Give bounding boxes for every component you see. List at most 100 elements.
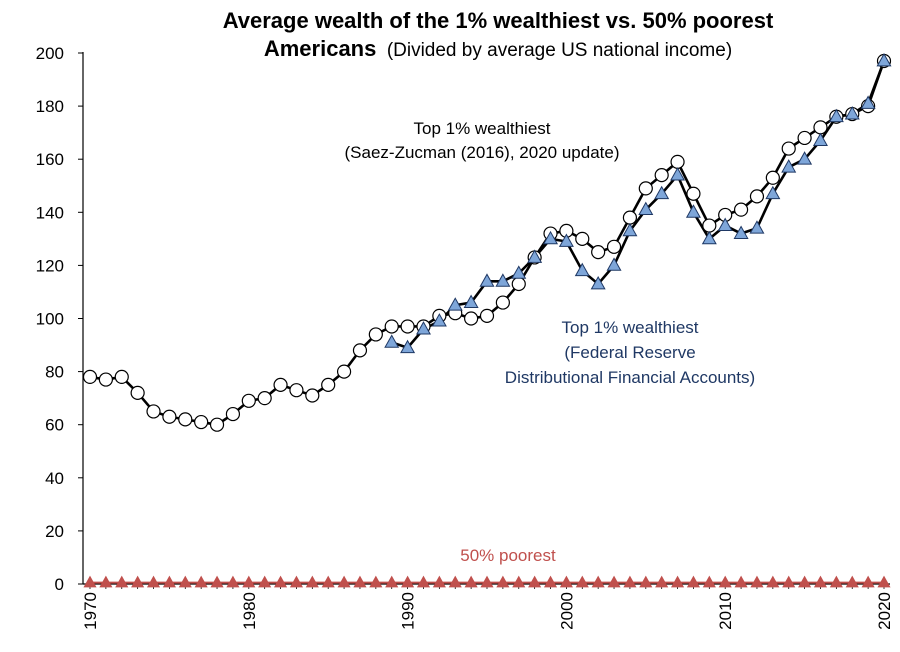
y-tick-label: 100 <box>36 310 64 329</box>
data-point-fed <box>384 334 400 348</box>
data-point-fed <box>543 230 559 245</box>
series-line-saez <box>89 60 886 427</box>
data-point-bottom50 <box>353 575 367 588</box>
data-point-saez <box>654 168 669 183</box>
data-point-bottom50 <box>385 575 399 588</box>
data-point-bottom50 <box>813 575 828 588</box>
data-point-bottom50 <box>83 575 97 588</box>
data-point-saez <box>162 409 177 424</box>
data-point-fed <box>860 95 876 109</box>
data-point-fed <box>828 108 844 123</box>
data-point-saez <box>670 154 685 169</box>
data-point-saez <box>305 388 320 403</box>
data-point-bottom50 <box>623 575 637 588</box>
x-axis: 1970 1980 1990 2000 2010 2020 <box>81 583 894 630</box>
data-point-fed <box>400 339 416 354</box>
data-point-bottom50 <box>258 575 272 588</box>
data-point-saez <box>495 295 510 310</box>
x-tick-label: 1970 <box>81 592 100 630</box>
data-point-bottom50 <box>464 575 478 588</box>
data-point-saez <box>797 130 812 146</box>
data-point-fed <box>844 106 860 120</box>
annotation-fed-line3: Distributional Financial Accounts) <box>505 368 755 387</box>
data-point-saez <box>511 276 526 292</box>
data-point-fed <box>622 222 638 237</box>
data-point-bottom50 <box>480 575 494 588</box>
y-tick-label: 60 <box>45 416 64 435</box>
data-point-bottom50 <box>543 575 558 588</box>
data-point-bottom50 <box>162 575 176 588</box>
data-point-bottom50 <box>321 575 335 588</box>
data-point-bottom50 <box>146 575 161 588</box>
y-tick-label: 160 <box>36 150 64 169</box>
data-point-bottom50 <box>369 575 383 588</box>
data-point-bottom50 <box>798 575 812 588</box>
data-point-bottom50 <box>607 575 621 588</box>
data-point-bottom50 <box>178 575 192 588</box>
data-point-saez <box>765 170 780 185</box>
data-point-bottom50 <box>416 575 431 588</box>
data-point-bottom50 <box>99 575 113 588</box>
data-point-saez <box>479 308 495 323</box>
data-point-bottom50 <box>226 575 240 588</box>
data-point-saez <box>98 372 113 387</box>
data-point-saez <box>178 412 193 427</box>
data-point-bottom50 <box>242 575 256 588</box>
data-point-saez <box>606 239 622 254</box>
y-tick-labels: 0 20 40 60 80 100 120 140 160 180 200 <box>36 44 83 594</box>
data-point-fed <box>670 167 686 181</box>
data-point-bottom50 <box>655 575 669 588</box>
data-point-bottom50 <box>131 575 145 588</box>
data-point-saez <box>114 369 129 385</box>
data-point-bottom50 <box>702 575 716 588</box>
data-point-bottom50 <box>305 575 319 588</box>
y-tick-label: 200 <box>36 44 64 63</box>
data-point-fed <box>527 249 543 263</box>
data-point-fed <box>749 220 765 234</box>
y-tick-label: 20 <box>45 522 64 541</box>
x-tick-label: 2010 <box>716 592 735 630</box>
data-point-saez <box>289 383 304 398</box>
data-point-bottom50 <box>671 575 685 588</box>
data-point-bottom50 <box>766 575 780 588</box>
data-point-bottom50 <box>496 575 510 588</box>
data-point-saez <box>702 218 717 233</box>
data-point-bottom50 <box>829 575 843 588</box>
data-point-bottom50 <box>559 575 573 588</box>
data-point-saez <box>575 231 590 246</box>
data-point-bottom50 <box>718 575 732 588</box>
data-point-fed <box>876 52 892 67</box>
data-point-bottom50 <box>115 575 129 588</box>
series-markers <box>82 52 892 588</box>
x-tick-labels: 1970 1980 1990 2000 2010 2020 <box>81 584 894 630</box>
data-point-bottom50 <box>401 575 415 588</box>
chart-title-line1: Average wealth of the 1% wealthiest vs. … <box>223 8 774 33</box>
data-point-bottom50 <box>861 575 875 588</box>
data-point-saez <box>336 364 352 379</box>
data-point-fed <box>590 275 606 290</box>
annotation-saez-line1: Top 1% wealthiest <box>413 119 550 138</box>
data-point-bottom50 <box>782 575 796 588</box>
data-point-bottom50 <box>512 575 526 588</box>
y-tick-label: 120 <box>36 256 64 275</box>
y-tick-label: 180 <box>36 97 64 116</box>
data-point-bottom50 <box>448 575 462 588</box>
data-point-bottom50 <box>210 575 224 588</box>
data-point-saez <box>130 385 145 400</box>
data-point-fed <box>431 313 447 327</box>
data-point-saez <box>194 414 209 430</box>
data-point-saez <box>257 391 272 406</box>
data-point-bottom50 <box>274 575 288 588</box>
data-point-saez <box>813 120 828 135</box>
annotation-saez-line2: (Saez-Zucman (2016), 2020 update) <box>345 143 620 162</box>
data-point-bottom50 <box>575 575 589 588</box>
data-point-bottom50 <box>194 575 208 588</box>
data-point-saez <box>622 210 638 225</box>
y-axis: 0 20 40 60 80 100 120 140 160 180 200 <box>36 44 84 594</box>
x-tick-label: 1990 <box>399 592 418 630</box>
annotation-fed-line2: (Federal Reserve <box>564 343 695 362</box>
data-point-saez <box>146 404 161 419</box>
data-point-saez <box>733 202 749 217</box>
data-point-bottom50 <box>845 575 859 588</box>
annotation-fed-line1: Top 1% wealthiest <box>561 318 698 337</box>
